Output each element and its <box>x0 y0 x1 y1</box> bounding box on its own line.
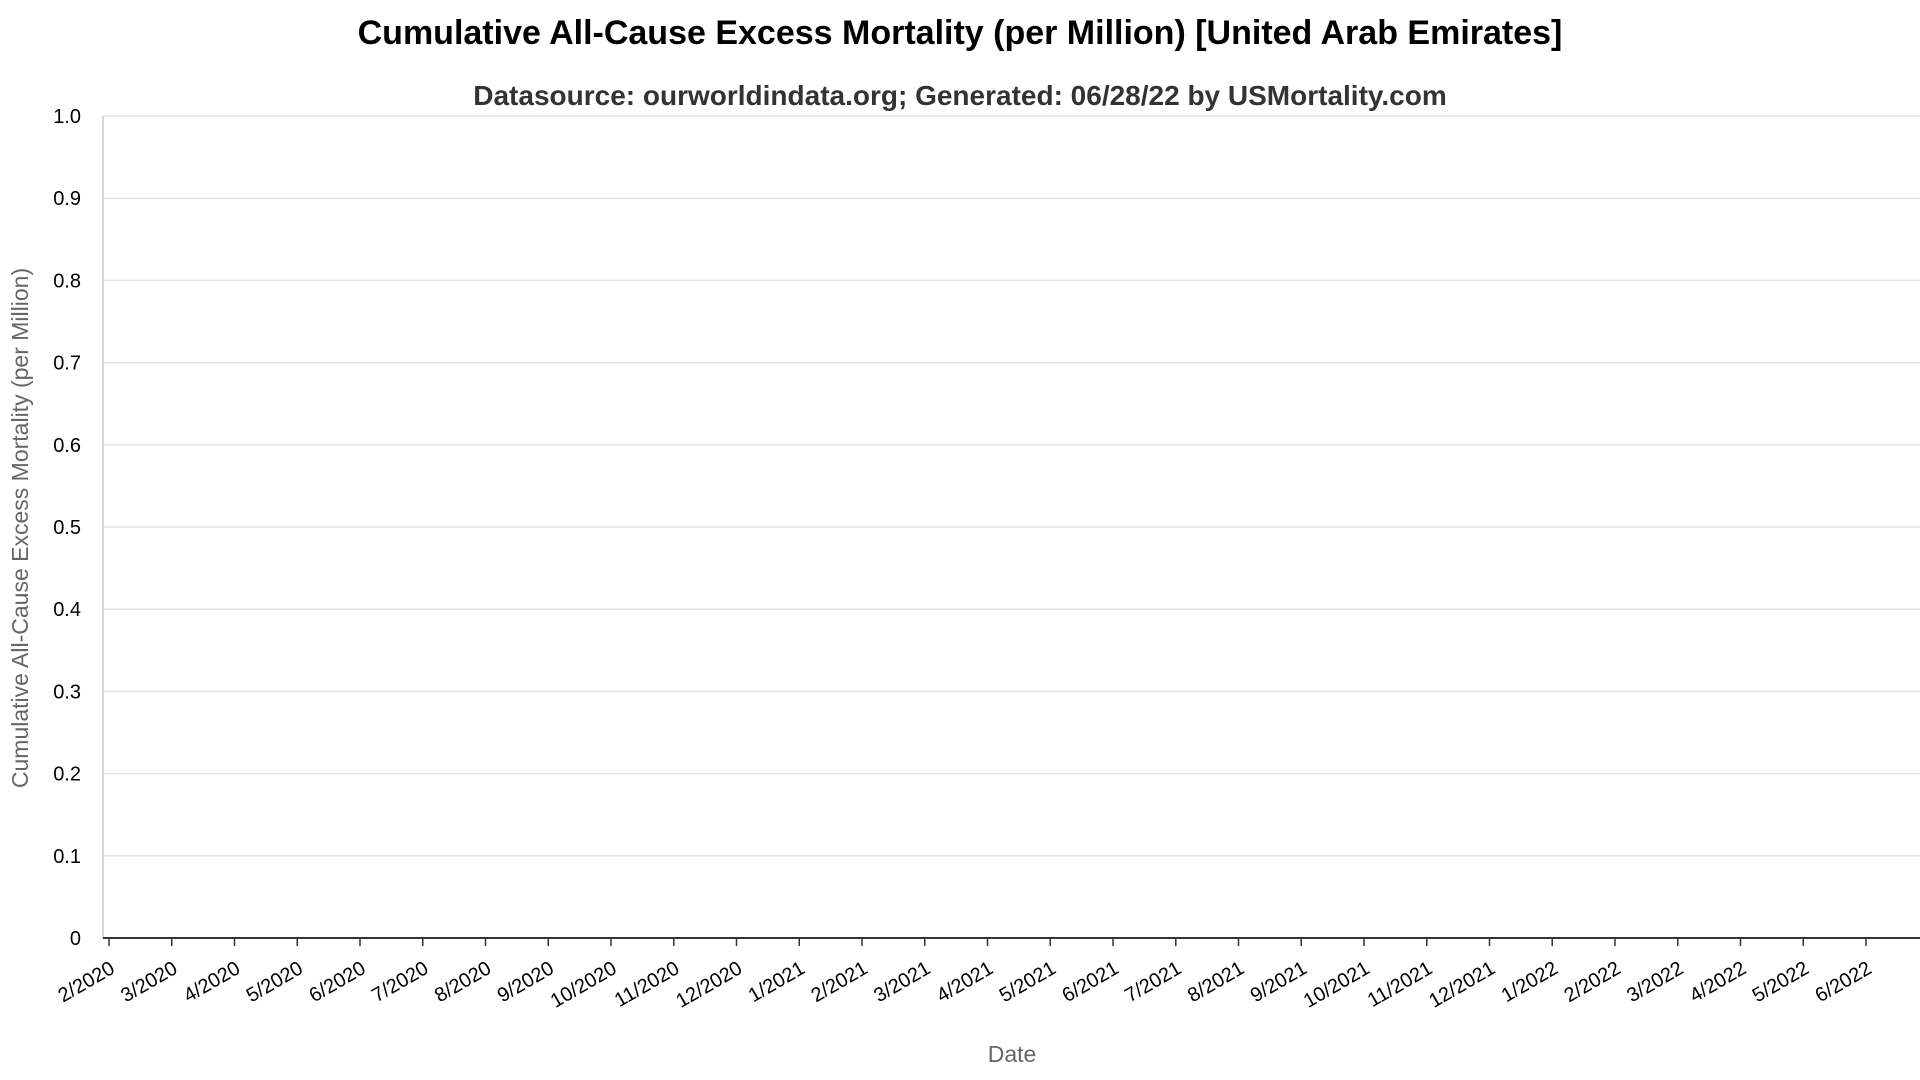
y-tick-label: 0.6 <box>53 435 81 457</box>
x-tick-label: 4/2021 <box>933 957 997 1007</box>
x-tick-label: 12/2021 <box>1425 957 1499 1012</box>
x-tick-label: 8/2020 <box>431 957 495 1007</box>
x-tick-label: 6/2021 <box>1059 957 1123 1007</box>
chart-subtitle: Datasource: ourworldindata.org; Generate… <box>473 80 1447 111</box>
y-axis-ticks: 0 0.1 0.2 0.3 0.4 0.5 0.6 0.7 0.8 0.9 1.0 <box>53 106 81 950</box>
x-tick-label: 6/2022 <box>1812 957 1876 1007</box>
x-tick-label: 5/2022 <box>1749 957 1813 1007</box>
x-axis-ticks: 2/20203/20204/20205/20206/20207/20208/20… <box>55 938 1876 1013</box>
x-tick-label: 5/2021 <box>996 957 1060 1007</box>
x-tick-label: 2/2022 <box>1561 957 1625 1007</box>
y-tick-label: 0.3 <box>53 681 81 703</box>
y-tick-label: 0.4 <box>53 599 81 621</box>
y-tick-label: 0.9 <box>53 188 81 210</box>
chart-title: Cumulative All-Cause Excess Mortality (p… <box>357 14 1563 52</box>
x-tick-label: 9/2020 <box>494 957 558 1007</box>
x-tick-label: 1/2022 <box>1498 957 1562 1007</box>
y-tick-label: 0.5 <box>53 517 81 539</box>
x-tick-label: 6/2020 <box>306 957 370 1007</box>
x-tick-label: 4/2022 <box>1686 957 1750 1007</box>
y-tick-label: 0.8 <box>53 270 81 292</box>
x-tick-label: 8/2021 <box>1184 957 1248 1007</box>
x-tick-label: 1/2021 <box>745 957 809 1007</box>
x-tick-label: 10/2020 <box>547 957 621 1012</box>
y-tick-label: 0.1 <box>53 846 81 868</box>
x-tick-label: 7/2020 <box>368 957 432 1007</box>
y-axis-title: Cumulative All-Cause Excess Mortality (p… <box>7 268 33 788</box>
y-tick-label: 1.0 <box>53 106 81 128</box>
y-tick-label: 0.7 <box>53 353 81 375</box>
x-tick-label: 7/2021 <box>1121 957 1185 1007</box>
x-tick-label: 2/2020 <box>55 957 119 1007</box>
y-tick-label: 0.2 <box>53 764 81 786</box>
x-tick-label: 3/2021 <box>870 957 934 1007</box>
x-tick-label: 2/2021 <box>808 957 872 1007</box>
x-tick-label: 3/2022 <box>1623 957 1687 1007</box>
x-tick-label: 11/2021 <box>1364 957 1436 1011</box>
x-tick-label: 4/2020 <box>180 957 244 1007</box>
x-tick-label: 10/2021 <box>1300 957 1374 1012</box>
y-tick-label: 0 <box>70 928 81 950</box>
gridlines <box>103 115 1920 857</box>
x-tick-label: 11/2020 <box>611 957 683 1011</box>
x-axis-title: Date <box>988 1041 1037 1067</box>
x-tick-label: 9/2021 <box>1247 957 1311 1007</box>
x-tick-label: 5/2020 <box>243 957 307 1007</box>
x-tick-label: 12/2020 <box>672 957 746 1012</box>
x-tick-label: 3/2020 <box>117 957 181 1007</box>
